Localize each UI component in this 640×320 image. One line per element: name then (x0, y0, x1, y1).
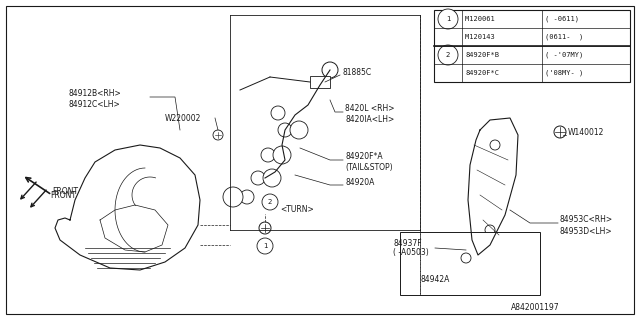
Circle shape (273, 146, 291, 164)
Text: 2: 2 (268, 199, 272, 205)
Text: FRONT: FRONT (52, 188, 78, 196)
Text: (0611-  ): (0611- ) (545, 34, 583, 40)
Text: A842001197: A842001197 (511, 302, 560, 311)
Text: (TAIL&STOP): (TAIL&STOP) (345, 163, 392, 172)
Text: 81885C: 81885C (342, 68, 371, 76)
Text: 84920A: 84920A (345, 178, 374, 187)
Circle shape (261, 148, 275, 162)
Text: 1: 1 (263, 243, 268, 249)
Bar (400, 232, 540, 295)
Text: 84953C<RH>: 84953C<RH> (560, 215, 613, 225)
Text: 84920F*B: 84920F*B (465, 52, 499, 58)
Circle shape (251, 171, 265, 185)
Text: 84937F: 84937F (393, 238, 422, 247)
Text: 8420L <RH>: 8420L <RH> (345, 103, 394, 113)
Text: M120061: M120061 (465, 16, 499, 22)
Circle shape (322, 62, 338, 78)
Circle shape (257, 238, 273, 254)
Text: 84920F*A: 84920F*A (345, 151, 383, 161)
Text: 84953D<LH>: 84953D<LH> (560, 227, 612, 236)
Text: 8420lA<LH>: 8420lA<LH> (345, 115, 394, 124)
Circle shape (271, 106, 285, 120)
Text: 2: 2 (446, 52, 450, 58)
Text: 1: 1 (445, 16, 451, 22)
Bar (310, 76, 330, 88)
Text: ( -'07MY): ( -'07MY) (545, 52, 583, 58)
Circle shape (259, 222, 271, 234)
Circle shape (290, 121, 308, 139)
Circle shape (461, 253, 471, 263)
Text: 84942A: 84942A (420, 276, 449, 284)
Text: 84912B<RH>: 84912B<RH> (68, 89, 121, 98)
Text: 84920F*C: 84920F*C (465, 70, 499, 76)
Circle shape (438, 9, 458, 29)
Circle shape (278, 123, 292, 137)
Circle shape (554, 126, 566, 138)
Circle shape (485, 225, 495, 235)
Text: ( -0611): ( -0611) (545, 16, 579, 22)
Bar (434, 10, 630, 82)
Text: W140012: W140012 (568, 127, 604, 137)
Circle shape (223, 187, 243, 207)
Text: ( -A0503): ( -A0503) (393, 249, 429, 258)
Text: 84912C<LH>: 84912C<LH> (68, 100, 120, 108)
Circle shape (262, 194, 278, 210)
Circle shape (263, 169, 281, 187)
Circle shape (438, 45, 458, 65)
Circle shape (240, 190, 254, 204)
Circle shape (490, 140, 500, 150)
Text: ('08MY- ): ('08MY- ) (545, 70, 583, 76)
Text: <TURN>: <TURN> (280, 205, 314, 214)
Text: FRONT: FRONT (50, 190, 76, 199)
Circle shape (213, 130, 223, 140)
Text: W220002: W220002 (165, 114, 202, 123)
Text: M120143: M120143 (465, 34, 499, 40)
